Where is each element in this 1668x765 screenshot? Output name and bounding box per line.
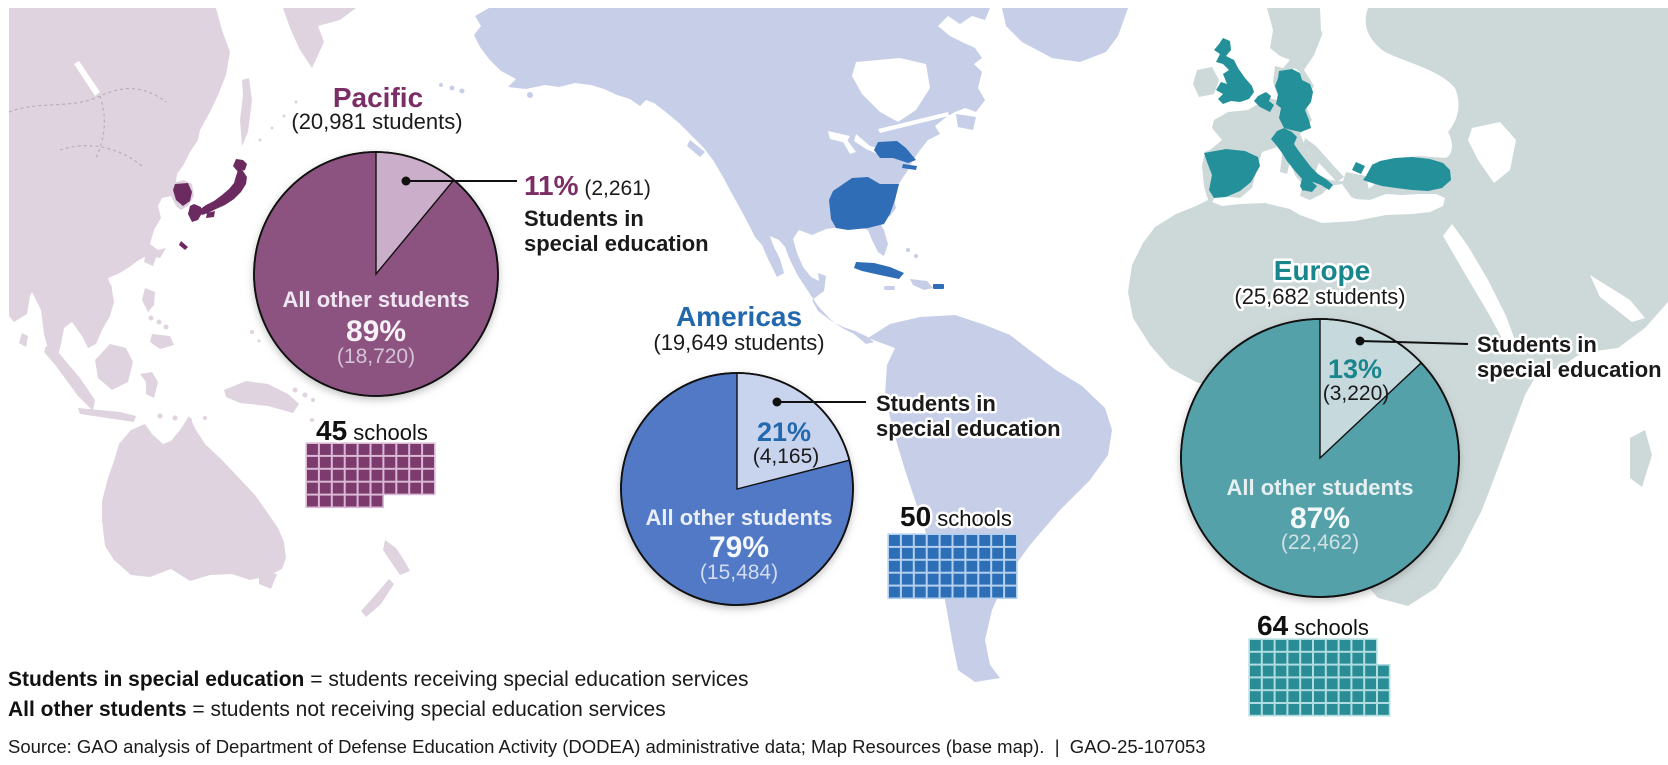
svg-text:(4,165): (4,165) xyxy=(753,445,820,468)
svg-text:13%: 13% xyxy=(1328,354,1382,384)
svg-text:All other students: All other students xyxy=(282,287,469,312)
svg-text:45 schools: 45 schools xyxy=(316,415,428,446)
svg-text:special education: special education xyxy=(876,416,1061,441)
svg-text:(22,462): (22,462) xyxy=(1281,531,1359,554)
svg-text:11% (2,261): 11% (2,261) xyxy=(524,170,651,201)
svg-text:50 schools: 50 schools xyxy=(900,501,1012,532)
svg-text:Pacific: Pacific xyxy=(333,82,423,113)
svg-text:All other students = students: All other students = students not receiv… xyxy=(8,698,666,721)
svg-text:special education: special education xyxy=(524,231,709,256)
svg-text:Students in: Students in xyxy=(524,206,644,231)
svg-text:(25,682 students): (25,682 students) xyxy=(1234,284,1405,309)
svg-text:(3,220): (3,220) xyxy=(1323,382,1390,405)
svg-text:(15,484): (15,484) xyxy=(700,561,778,584)
svg-text:Source: GAO analysis of Depart: Source: GAO analysis of Department of De… xyxy=(8,736,1206,757)
svg-text:89%: 89% xyxy=(346,315,406,348)
svg-text:79%: 79% xyxy=(709,531,769,564)
svg-text:Students in special education: Students in special education = students… xyxy=(8,668,749,691)
svg-text:64 schools: 64 schools xyxy=(1257,610,1369,641)
svg-text:All other students: All other students xyxy=(1226,475,1413,500)
svg-text:All other students: All other students xyxy=(645,505,832,530)
svg-text:Europe: Europe xyxy=(1274,255,1370,286)
svg-text:special education: special education xyxy=(1477,357,1662,382)
svg-text:(18,720): (18,720) xyxy=(337,345,415,368)
svg-text:Students in: Students in xyxy=(1477,332,1597,357)
svg-text:Americas: Americas xyxy=(676,301,802,332)
svg-text:87%: 87% xyxy=(1290,502,1350,535)
svg-text:(20,981 students): (20,981 students) xyxy=(291,109,462,134)
svg-text:Students in: Students in xyxy=(876,391,996,416)
svg-text:21%: 21% xyxy=(757,417,811,447)
svg-text:(19,649 students): (19,649 students) xyxy=(653,330,824,355)
